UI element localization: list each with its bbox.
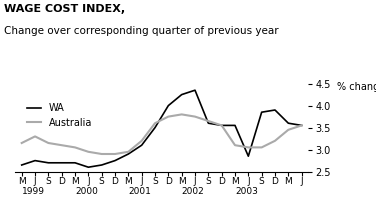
WA xyxy=(86,166,91,169)
WA xyxy=(59,161,64,164)
WA xyxy=(126,153,130,155)
Australia xyxy=(153,122,157,125)
Australia xyxy=(86,150,91,153)
WA xyxy=(73,161,77,164)
Text: WAGE COST INDEX,: WAGE COST INDEX, xyxy=(4,4,125,14)
Australia xyxy=(233,144,237,147)
WA xyxy=(259,111,264,114)
WA xyxy=(179,93,184,96)
Text: 2001: 2001 xyxy=(128,187,151,196)
Australia xyxy=(220,124,224,127)
Australia xyxy=(299,124,304,127)
WA xyxy=(20,164,24,166)
Text: 2002: 2002 xyxy=(182,187,205,196)
Australia xyxy=(246,146,250,149)
Legend: WA, Australia: WA, Australia xyxy=(23,99,96,132)
Australia xyxy=(59,144,64,147)
WA xyxy=(299,124,304,127)
Text: 2003: 2003 xyxy=(235,187,258,196)
WA xyxy=(139,144,144,147)
Australia xyxy=(166,115,171,118)
Line: Australia: Australia xyxy=(22,114,302,154)
WA xyxy=(113,159,117,162)
Australia xyxy=(126,150,130,153)
WA xyxy=(286,122,291,125)
WA xyxy=(193,89,197,92)
Y-axis label: % change: % change xyxy=(337,82,376,92)
WA xyxy=(153,126,157,129)
WA xyxy=(99,164,104,166)
WA xyxy=(246,155,250,158)
Australia xyxy=(73,146,77,149)
WA xyxy=(233,124,237,127)
Australia xyxy=(193,115,197,118)
Australia xyxy=(99,153,104,155)
WA xyxy=(206,122,211,125)
Australia xyxy=(179,113,184,116)
Text: 1999: 1999 xyxy=(22,187,45,196)
Australia xyxy=(139,139,144,142)
Australia xyxy=(273,139,277,142)
Australia xyxy=(286,128,291,131)
Australia xyxy=(259,146,264,149)
WA xyxy=(273,109,277,111)
Australia xyxy=(33,135,37,138)
WA xyxy=(33,159,37,162)
WA xyxy=(46,161,51,164)
Text: 2000: 2000 xyxy=(75,187,98,196)
WA xyxy=(166,104,171,107)
Australia xyxy=(206,120,211,122)
Line: WA: WA xyxy=(22,90,302,167)
WA xyxy=(220,124,224,127)
Text: Change over corresponding quarter of previous year: Change over corresponding quarter of pre… xyxy=(4,26,278,36)
Australia xyxy=(113,153,117,155)
Australia xyxy=(20,142,24,144)
Australia xyxy=(46,142,51,144)
